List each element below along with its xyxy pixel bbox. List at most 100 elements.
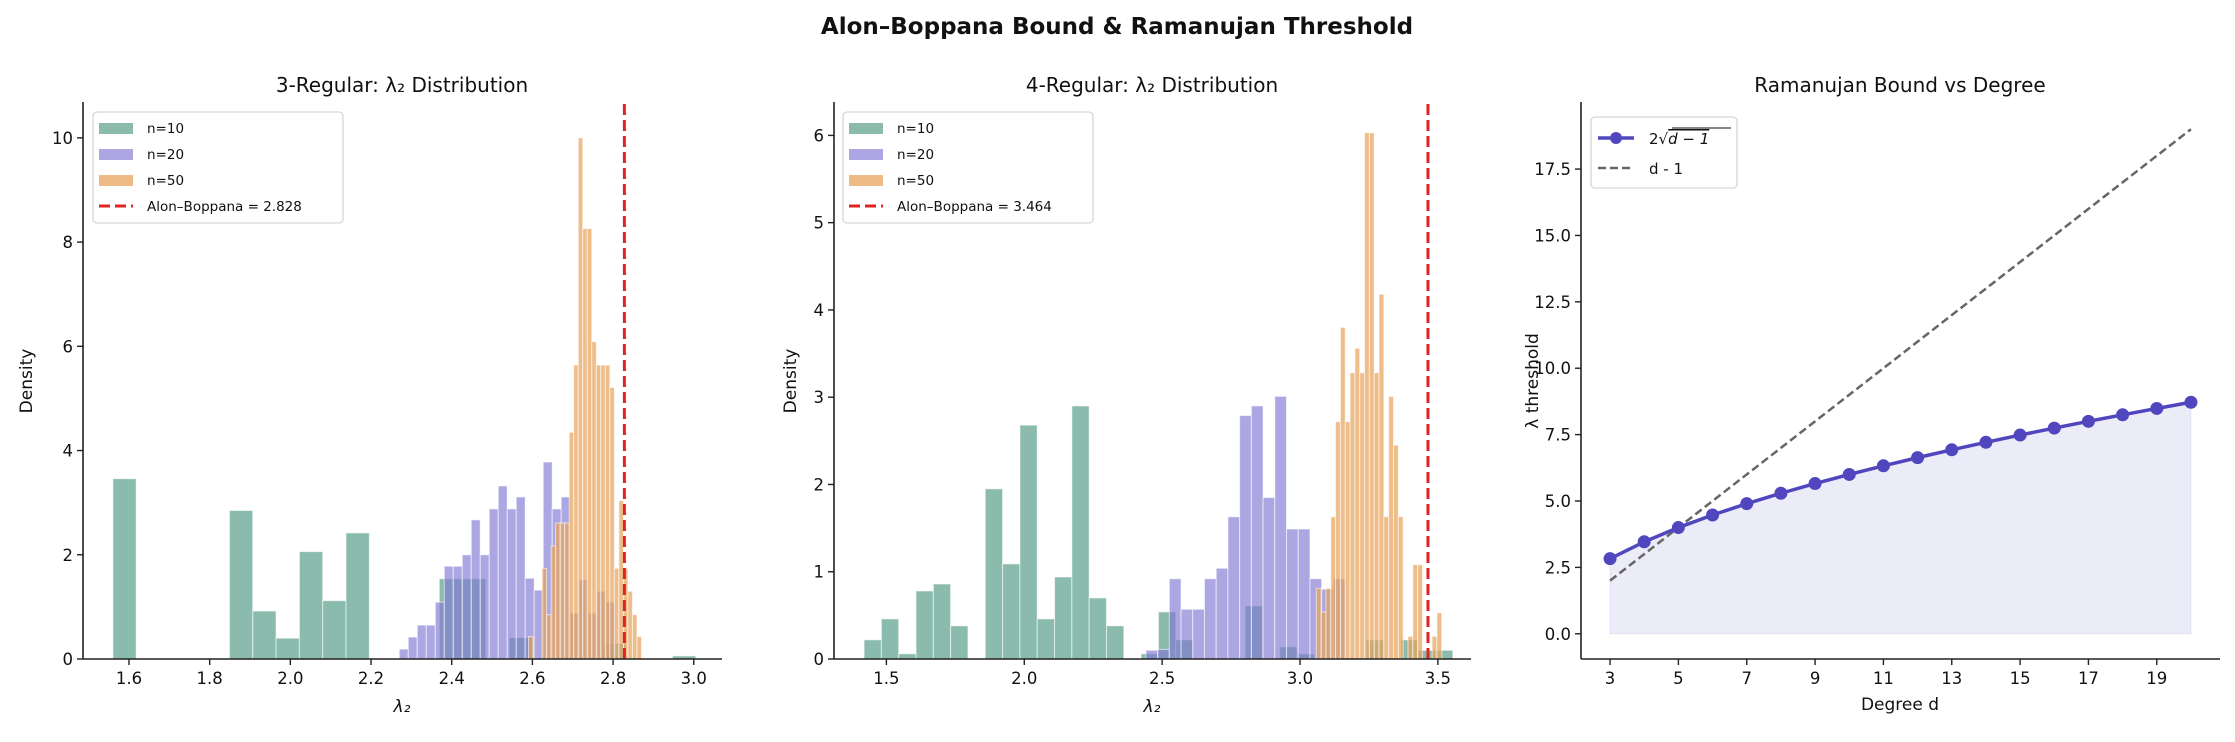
histogram-bar-n=50 [1431, 635, 1438, 660]
histogram-bar-n=50 [586, 228, 593, 660]
histogram-bar-n=20 [1250, 405, 1264, 660]
histogram-bar-n=20 [497, 485, 508, 660]
histogram-bar-n=50 [1368, 132, 1375, 660]
histogram-bar-n=50 [1320, 611, 1327, 660]
histogram-bar-n=50 [1344, 421, 1351, 660]
histogram-bar-n=50 [568, 431, 575, 660]
figure-suptitle: Alon–Boppana Bound & Ramanujan Threshold [821, 14, 1413, 40]
y-tick-label: 12.5 [1534, 293, 1571, 312]
histogram-bar-n=20 [425, 624, 436, 660]
histogram-bar-n=50 [1364, 132, 1370, 660]
x-tick-label: 7 [1741, 669, 1752, 688]
legend-label-alon-boppana: Alon–Boppana = 2.828 [147, 199, 302, 215]
d-minus-1-line [1609, 128, 2192, 582]
histogram-bar-n=20 [1180, 608, 1194, 660]
x-tick-label: 15 [2010, 669, 2031, 688]
x-tick-label: 1.5 [873, 669, 899, 688]
histogram-bar-n=10 [1071, 405, 1090, 660]
histogram-bar-n=10 [345, 532, 370, 660]
legend-swatch-n50 [99, 175, 133, 186]
histogram-bar-n=50 [595, 364, 602, 660]
legend-label-ramanujan: 2√d − 1 [1649, 130, 1709, 148]
ramanujan-point [1979, 435, 1993, 449]
x-axis-label: λ₂ [393, 697, 411, 717]
histogram-bar-n=20 [407, 636, 418, 660]
ramanujan-point [1603, 552, 1617, 566]
histogram-bar-n=20 [1286, 528, 1299, 660]
y-tick-label: 0 [63, 650, 74, 669]
y-tick-label: 17.5 [1534, 160, 1571, 179]
histogram-bar-n=10 [932, 583, 952, 660]
legend-label-n50: n=50 [147, 173, 184, 189]
histogram-bar-n=50 [1407, 635, 1414, 660]
y-tick-label: 2 [814, 475, 825, 494]
histogram-bar-n=10 [275, 637, 300, 660]
ramanujan-point [2116, 408, 2130, 422]
histogram-bar-n=20 [461, 554, 472, 660]
histogram-bar-n=20 [452, 565, 463, 660]
x-tick-label: 11 [1873, 669, 1894, 688]
y-axis-label: Density [781, 349, 801, 414]
histogram-bar-n=50 [1378, 293, 1385, 660]
histogram-bar-n=50 [1335, 421, 1341, 660]
x-tick-label: 3 [1605, 669, 1616, 688]
y-tick-label: 10 [52, 129, 73, 148]
histogram-bar-n=50 [528, 636, 534, 660]
y-tick-label: 6 [814, 126, 825, 145]
y-tick-label: 3 [814, 388, 825, 407]
ramanujan-point [1808, 477, 1822, 491]
panel-title: Ramanujan Bound vs Degree [1754, 73, 2045, 97]
histogram-bar-n=20 [1227, 516, 1241, 660]
y-tick-label: 0.0 [1545, 625, 1571, 644]
legend-swatch-n50 [849, 175, 883, 186]
panel-3-regular: 3-Regular: λ₂ Distribution 1.6 1.8 2.0 2.2 2… [17, 73, 722, 717]
histogram-bar-n=20 [443, 565, 454, 660]
ramanujan-point [1706, 508, 1720, 522]
legend-swatch-n20 [849, 149, 883, 160]
histogram-bar-n=50 [1397, 516, 1404, 660]
x-tick-label: 2.4 [439, 669, 465, 688]
ramanujan-point [1637, 535, 1651, 549]
y-tick-label: 7.5 [1545, 426, 1571, 445]
histogram-bar-n=10 [252, 610, 277, 660]
ramanujan-point [1774, 486, 1788, 500]
histogram-bar-n=20 [1262, 497, 1276, 660]
histogram-bar-n=20 [506, 508, 517, 660]
histogram-bar-n=20 [416, 624, 427, 660]
histogram-bar-n=50 [541, 567, 548, 660]
legend: 2√d − 1 d - 1 [1590, 116, 1738, 189]
legend-label-n10: n=10 [897, 121, 934, 137]
histogram-bar-n=50 [1373, 372, 1380, 660]
x-tick-label: 3.0 [1287, 669, 1313, 688]
histogram-bar-n=50 [1412, 564, 1419, 660]
histogram-bar-n=50 [1349, 372, 1356, 660]
histogram-bar-n=20 [1239, 415, 1252, 660]
histogram-bar-n=50 [1383, 516, 1390, 660]
legend-box [1590, 116, 1738, 189]
x-tick-label: 5 [1673, 669, 1684, 688]
histogram-bar-n=50 [600, 364, 606, 660]
histogram-bar-n=50 [1339, 326, 1346, 660]
histogram-bar-n=50 [631, 614, 638, 660]
ramanujan-point [2047, 421, 2061, 435]
histogram-bar-n=50 [573, 364, 579, 660]
y-tick-label: 2 [63, 546, 74, 565]
histogram-bar-n=50 [550, 545, 557, 660]
plot-area: 1.6 1.8 2.0 2.2 2.4 2.6 2.8 3.0 0 2 4 6 8 10 [52, 102, 722, 688]
legend-box [92, 111, 344, 224]
histogram-bar-n=50 [577, 137, 584, 660]
histogram-bar-n=10 [863, 639, 882, 660]
x-tick-label: 3.0 [681, 669, 707, 688]
y-tick-label: 4 [63, 442, 74, 461]
y-tick-label: 5 [814, 214, 825, 233]
x-tick-label: 17 [2078, 669, 2099, 688]
panel-ramanujan: Ramanujan Bound vs Degree 3 5 7 9 11 13 15 17 19… [1523, 73, 2220, 715]
histogram-bar-n=10 [298, 551, 324, 660]
histogram-bar-n=50 [627, 590, 633, 660]
histogram-bar-n=50 [618, 500, 624, 660]
y-axis-label: Density [17, 349, 37, 414]
ramanujan-point [1842, 467, 1856, 481]
histogram-bar-n=20 [1274, 395, 1288, 660]
histogram-bar-n=20 [1157, 648, 1170, 660]
histogram-bar-n=50 [1388, 395, 1395, 660]
